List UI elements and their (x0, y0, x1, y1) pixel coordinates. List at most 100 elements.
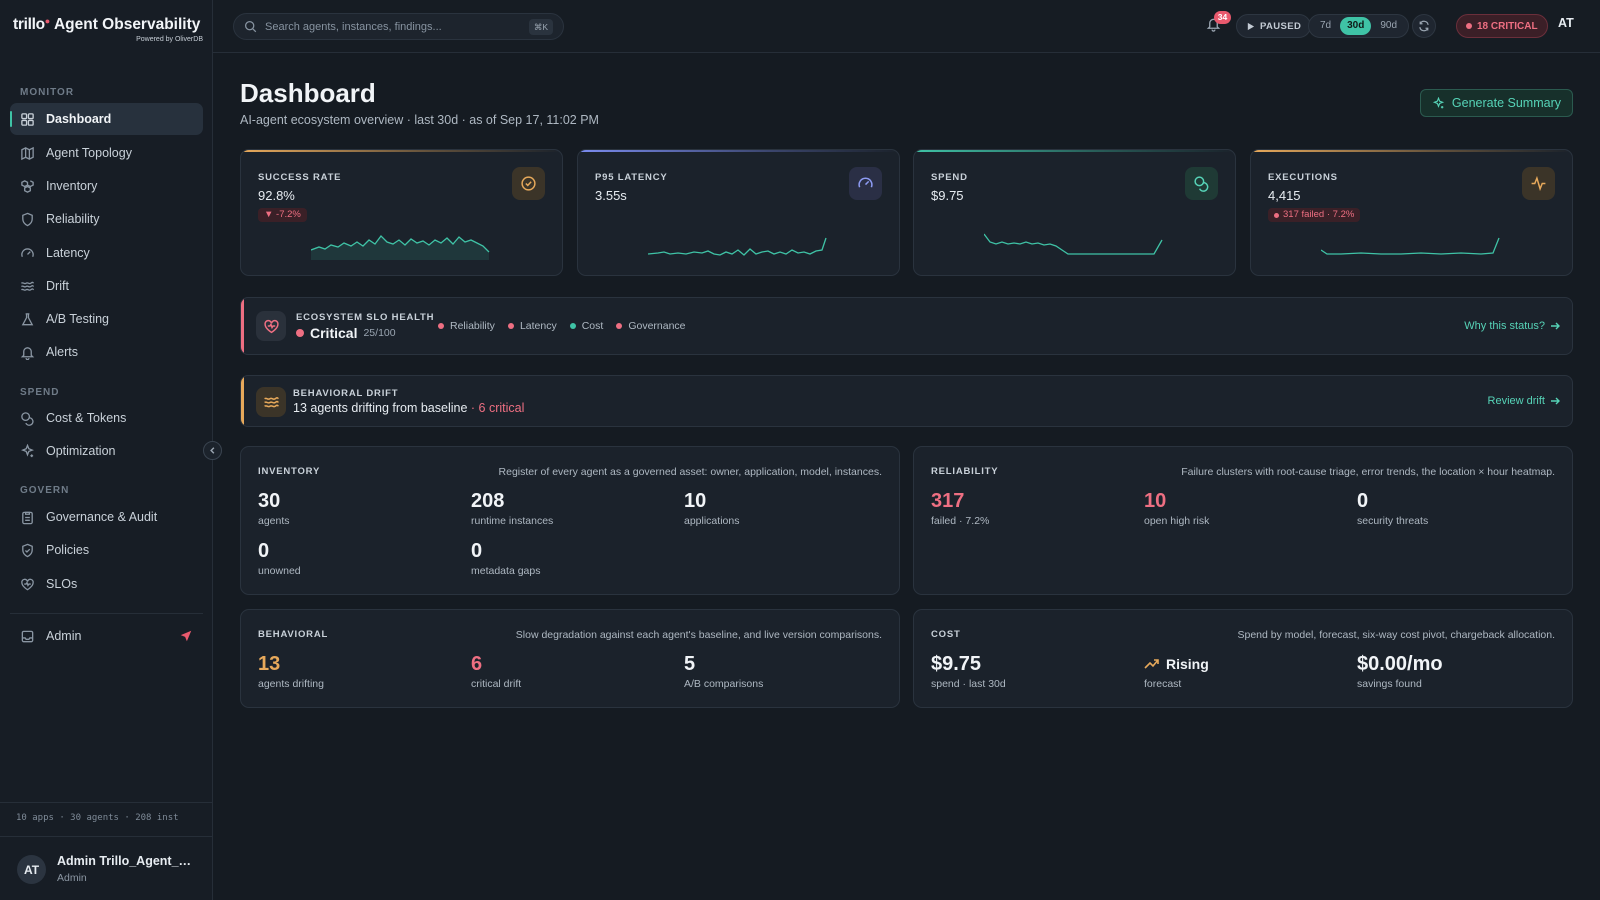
kpi-accent-bar (1251, 150, 1572, 152)
sidebar-item-optimization[interactable]: Optimization (10, 435, 203, 467)
metric-value: 0 (471, 540, 483, 562)
metric-label: open high risk (1144, 515, 1210, 527)
sidebar-item-policies[interactable]: Policies (10, 534, 203, 566)
slo-legend-governance: Governance (616, 320, 686, 332)
behavioral-drift-banner: BEHAVIORAL DRIFT 13 agents drifting from… (240, 375, 1573, 427)
bell-icon (20, 346, 35, 360)
user-name: Admin Trillo_Agent_Ob... (57, 854, 197, 868)
metric-label: spend · last 30d (931, 678, 1006, 690)
metric-metadata-gaps: 0 metadata gaps (471, 540, 540, 577)
kpi-card-spend[interactable]: SPEND $9.75 (913, 149, 1236, 276)
sidebar-item-label: Optimization (46, 444, 116, 458)
kpi-value: $9.75 (931, 188, 964, 203)
page-title: Dashboard (240, 78, 376, 108)
drift-icon-box (256, 387, 286, 417)
sidebar-item-cost-tokens[interactable]: Cost & Tokens (10, 402, 203, 434)
why-status-label: Why this status? (1464, 320, 1545, 332)
nav-section-monitor: MONITOR (20, 87, 75, 98)
refresh-button[interactable] (1412, 14, 1436, 38)
slo-legend: Reliability Latency Cost Governance (438, 320, 686, 332)
success-rate-sparkline (311, 235, 490, 260)
metric-label: critical drift (471, 678, 522, 690)
box-icon (21, 630, 34, 642)
banner-status-bar (241, 298, 244, 354)
range-option-30d[interactable]: 30d (1340, 17, 1372, 35)
page-subtitle: AI-agent ecosystem overview · last 30d ·… (240, 113, 599, 127)
metric-value: 30 (258, 490, 281, 512)
search-icon (244, 20, 257, 33)
critical-dot (1466, 23, 1472, 29)
reliability-card[interactable]: RELIABILITY Failure clusters with root-c… (913, 446, 1573, 595)
card-description: Register of every agent as a governed as… (498, 466, 882, 478)
sidebar-item-reliability[interactable]: Reliability (10, 203, 203, 235)
heart-pulse-icon (263, 319, 279, 333)
sidebar-item-alerts[interactable]: Alerts (10, 336, 203, 368)
sidebar-item-label: Cost & Tokens (46, 411, 127, 425)
banner-status-bar (241, 376, 244, 426)
metric-runtime-instances: 208 runtime instances (471, 490, 553, 527)
sidebar-item-drift[interactable]: Drift (10, 270, 203, 302)
metric-savings-found: $0.00/mo savings found (1357, 653, 1443, 690)
kpi-accent-bar (578, 150, 899, 152)
kpi-icon-box (849, 167, 882, 200)
kpi-label: SUCCESS RATE (258, 172, 342, 183)
metric-open-high-risk: 10 open high risk (1144, 490, 1209, 527)
why-status-link[interactable]: Why this status? (1464, 320, 1560, 332)
range-option-90d[interactable]: 90d (1380, 20, 1398, 31)
check-circle-icon (521, 176, 536, 191)
shield-check-icon (22, 543, 33, 557)
kpi-icon-box (1522, 167, 1555, 200)
cost-card[interactable]: COST Spend by model, forecast, six-way c… (913, 609, 1573, 708)
gauge-icon (21, 247, 34, 257)
review-drift-link[interactable]: Review drift (1488, 395, 1560, 407)
metric-label: A/B comparisons (684, 678, 764, 690)
chevron-left-icon (210, 447, 215, 454)
critical-count-badge[interactable]: 18 CRITICAL (1456, 14, 1548, 38)
sidebar-item-admin[interactable]: Admin (10, 620, 203, 652)
card-title: RELIABILITY (931, 466, 999, 477)
metric-forecast: Rising forecast (1144, 653, 1209, 690)
behavioral-card[interactable]: BEHAVIORAL Slow degradation against each… (240, 609, 900, 708)
sidebar-item-ab-testing[interactable]: A/B Testing (10, 303, 203, 335)
heart-icon (21, 578, 34, 590)
search-input[interactable] (265, 20, 525, 33)
sidebar-item-label: Latency (46, 246, 90, 260)
metric-label: agents drifting (258, 678, 324, 690)
sparkle-icon (1432, 96, 1445, 108)
send-icon[interactable] (179, 629, 193, 643)
sidebar-item-governance-audit[interactable]: Governance & Audit (10, 501, 203, 533)
inventory-card[interactable]: INVENTORY Register of every agent as a g… (240, 446, 900, 595)
card-title: COST (931, 629, 961, 640)
metric-value: 10 (684, 490, 707, 512)
metric-value: 6 (471, 653, 483, 675)
metric-agents: 30 agents (258, 490, 290, 527)
sidebar-item-slos[interactable]: SLOs (10, 568, 203, 600)
collapse-sidebar-button[interactable] (203, 441, 222, 460)
card-title: BEHAVIORAL (258, 629, 329, 640)
search-bar[interactable]: ⌘K (233, 13, 564, 40)
search-shortcut: ⌘K (528, 19, 553, 35)
kpi-card-executions[interactable]: EXECUTIONS 4,415 317 failed · 7.2% (1250, 149, 1573, 276)
generate-summary-button[interactable]: Generate Summary (1419, 89, 1573, 117)
drift-summary: 13 agents drifting from baseline · 6 cri… (293, 401, 524, 415)
sidebar-item-latency[interactable]: Latency (10, 237, 203, 269)
topbar: ⌘K 34 PAUSED 7d 30d 90d 18 CRITICAL AT (213, 0, 1600, 53)
sidebar-item-agent-topology[interactable]: Agent Topology (10, 137, 203, 169)
paused-toggle[interactable]: PAUSED (1236, 14, 1312, 38)
sidebar-item-inventory[interactable]: Inventory (10, 170, 203, 202)
metric-label: agents (258, 515, 290, 527)
drift-text: 13 agents drifting from baseline (293, 401, 468, 415)
slo-legend-latency: Latency (507, 320, 557, 332)
slo-legend-cost: Cost (569, 320, 603, 332)
sidebar-item-dashboard[interactable]: Dashboard (10, 103, 203, 135)
kpi-card-success-rate[interactable]: SUCCESS RATE 92.8% ▼ -7.2% (240, 149, 563, 276)
range-option-7d[interactable]: 7d (1320, 20, 1332, 31)
sidebar-divider (10, 613, 203, 614)
kpi-card-p95-latency[interactable]: P95 LATENCY 3.55s (577, 149, 900, 276)
user-profile[interactable]: AT Admin Trillo_Agent_Ob... Admin (0, 836, 212, 900)
brand-logo[interactable]: trillo● Agent Observability Powered by O… (13, 16, 203, 43)
slo-status: Critical 25/100 (296, 325, 396, 341)
avatar[interactable]: AT (1558, 16, 1574, 30)
clipboard-icon (22, 511, 33, 524)
kpi-change-badge: ▼ -7.2% (258, 208, 307, 222)
